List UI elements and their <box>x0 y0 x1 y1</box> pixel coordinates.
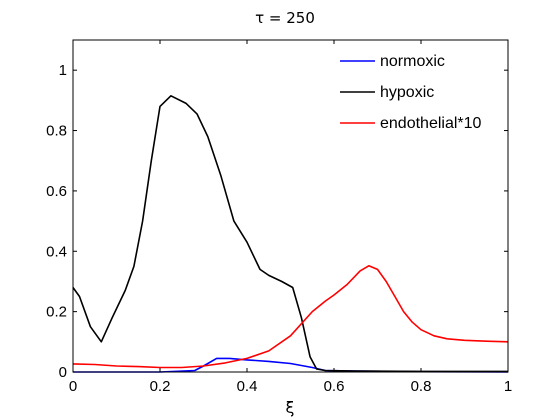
y-tick-label: 0.2 <box>46 304 67 321</box>
y-tick-label: 1 <box>59 62 67 79</box>
legend: normoxic hypoxic endothelial*10 <box>340 53 482 132</box>
series-line-2 <box>72 264 509 369</box>
x-tick-label: 0.2 <box>150 378 171 395</box>
x-tick-label: 0.6 <box>324 378 345 395</box>
y-tick-label: 0.8 <box>46 123 67 140</box>
x-tick-label: 0 <box>69 378 77 395</box>
chart-title: τ = 250 <box>255 9 315 27</box>
plot-frame <box>72 39 509 373</box>
x-tick-label: 0.4 <box>237 378 258 395</box>
legend-label: normoxic <box>380 53 445 70</box>
x-axis-label: ξ <box>286 398 295 417</box>
legend-label: endothelial*10 <box>380 115 482 132</box>
y-tick-label: 0.6 <box>46 183 67 200</box>
y-tick-label: 0.4 <box>46 243 67 260</box>
plot-area <box>73 40 508 372</box>
x-tick-label: 0.8 <box>411 378 432 395</box>
y-tick-label: 0 <box>59 364 67 381</box>
series-line-1 <box>72 95 508 373</box>
legend-label: hypoxic <box>380 84 434 101</box>
x-tick-label: 1 <box>504 378 512 395</box>
